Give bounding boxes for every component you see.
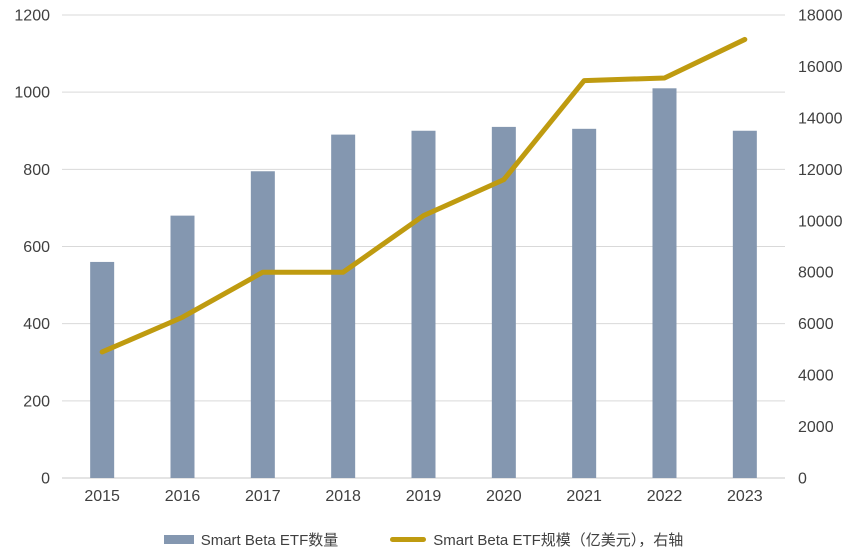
x-axis-label-2023: 2023 — [727, 488, 763, 505]
line-series-swatch — [390, 536, 427, 542]
bar-series-swatch — [163, 534, 194, 544]
left-axis-tick-200: 200 — [23, 393, 50, 410]
right-axis-tick-16000: 16000 — [798, 59, 843, 76]
bar-2015 — [90, 261, 115, 478]
right-axis-tick-4000: 4000 — [798, 368, 834, 385]
bar-2022 — [652, 88, 677, 478]
x-axis-labels: 2015 2016 2017 2018 2019 2020 2021 2022 2023 — [84, 488, 762, 505]
x-axis-label-2017: 2017 — [245, 488, 281, 505]
bar-2018 — [331, 134, 356, 478]
x-axis-label-2022: 2022 — [647, 488, 683, 505]
bar-2019 — [411, 130, 436, 478]
right-axis-tick-12000: 12000 — [798, 162, 843, 179]
bar-series — [90, 88, 757, 479]
chart-legend: Smart Beta ETF数量 Smart Beta ETF规模（亿美元），右… — [0, 527, 847, 551]
bar-2021 — [572, 128, 597, 478]
left-axis-labels: 0 200 400 600 800 1000 1200 — [14, 8, 50, 488]
legend-item-etf-size: Smart Beta ETF规模（亿美元），右轴 — [390, 529, 683, 550]
etf-size-line — [99, 36, 748, 355]
x-axis-label-2021: 2021 — [566, 488, 602, 505]
bar-2017 — [250, 171, 275, 478]
left-axis-tick-800: 800 — [23, 162, 50, 179]
left-axis-tick-1200: 1200 — [14, 8, 50, 25]
x-axis-label-2016: 2016 — [165, 488, 201, 505]
x-axis-label-2019: 2019 — [406, 488, 442, 505]
left-axis-tick-400: 400 — [23, 316, 50, 333]
legend-item-etf-count: Smart Beta ETF数量 — [163, 529, 339, 550]
legend-label-etf-size: Smart Beta ETF规模（亿美元），右轴 — [433, 531, 684, 549]
left-axis-tick-1000: 1000 — [14, 85, 50, 102]
left-axis-tick-600: 600 — [23, 239, 50, 256]
right-axis-tick-0: 0 — [798, 471, 807, 488]
right-axis-tick-6000: 6000 — [798, 316, 834, 333]
x-axis-label-2018: 2018 — [325, 488, 361, 505]
x-axis-label-2015: 2015 — [84, 488, 120, 505]
bar-2023 — [732, 130, 757, 478]
right-axis-labels: 0 2000 4000 6000 8000 10000 12000 14000 16000 180… — [798, 8, 843, 488]
right-axis-tick-8000: 8000 — [798, 265, 834, 282]
right-axis-tick-2000: 2000 — [798, 419, 834, 436]
legend-label-etf-count: Smart Beta ETF数量 — [200, 531, 339, 549]
bar-2016 — [170, 215, 195, 478]
x-axis-label-2020: 2020 — [486, 488, 522, 505]
left-axis-tick-0: 0 — [41, 471, 50, 488]
right-axis-tick-18000: 18000 — [798, 8, 843, 25]
right-axis-tick-10000: 10000 — [798, 213, 843, 230]
right-axis-tick-14000: 14000 — [798, 110, 843, 127]
